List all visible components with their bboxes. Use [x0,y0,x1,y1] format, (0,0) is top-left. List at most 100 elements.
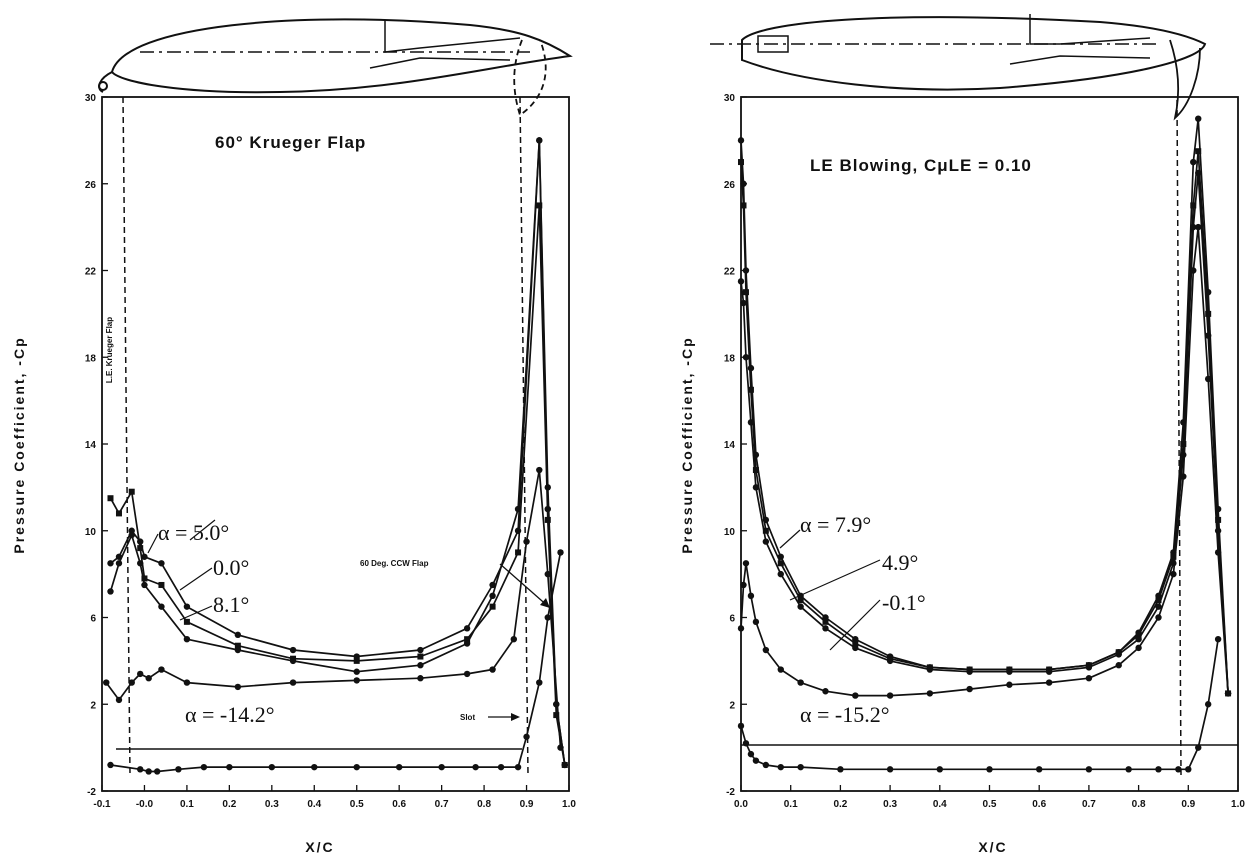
right-series-2-point [797,597,804,604]
right-series-5-point [1195,744,1202,751]
right-series-3-point [1214,527,1222,534]
right-series-4-point [1085,675,1093,682]
left-series-line-1 [109,139,566,766]
left-series-1-point [141,553,148,560]
left-x-tick-label: 0.4 [307,799,321,810]
left-series-group [103,137,568,775]
right-series-4-point [762,646,770,654]
left-series-4-point [128,679,135,686]
left-series-label-2: 0.0° [213,555,249,580]
right-series-line-3 [740,172,1229,694]
right-series-5-point [1085,766,1093,773]
right-series-4-point [1045,679,1053,686]
right-series-5-point [1036,766,1043,773]
left-y-tick-label: 6 [90,614,96,625]
right-series-5-point [1155,766,1162,773]
right-y-tick-label: 6 [729,614,735,625]
right-series-2-point [1195,148,1202,155]
left-series-4-point [523,538,530,545]
left-series-5-point [145,768,152,775]
left-x-tick-label: 1.0 [562,799,576,810]
left-series-3-point [514,505,522,513]
left-series-5-point [395,763,403,771]
left-annotation-ccw-arrowhead [540,598,550,608]
left-series-2-point [536,202,543,209]
left-series-4-point [115,696,123,704]
right-series-4-point [926,690,934,697]
left-series-2-point [515,549,522,556]
left-series-label-4: α = -14.2° [185,702,275,727]
left-series-5-point [523,733,530,740]
left-y-tick-label: 26 [85,180,97,191]
left-series-2-point [137,545,144,552]
right-series-3-point [747,419,755,426]
right-series-4-point [852,692,859,699]
right-series-line-4 [740,226,1229,697]
right-series-4-point [740,581,747,589]
left-series-3-point [141,581,148,589]
right-series-3-point [797,603,804,610]
right-series-3-point [966,668,973,675]
right-series-4-point [797,679,804,686]
right-x-tick-label: 0.9 [1181,799,1195,810]
left-series-3-point [553,701,560,708]
right-series-4-point [737,625,745,632]
right-series-3-point [737,278,745,285]
right-series-5-point [1175,766,1182,773]
right-series-4-point [752,618,760,626]
right-series-1-point [1190,158,1197,166]
left-annotation-ccw-flap: 60 Deg. CCW Flap [360,559,429,568]
right-series-2-point [777,560,784,567]
right-series-5-point [742,740,750,747]
left-series-line-2 [109,204,566,766]
right-series-3-point [886,657,894,665]
left-series-2-point [183,618,190,625]
right-series-4-point [1190,267,1197,274]
right-series-2-point [740,202,747,209]
right-series-5-point [1125,766,1132,773]
right-series-4-point [747,592,755,600]
left-series-2-point [353,657,360,664]
left-series-1-point [183,603,191,610]
left-series-2-point [128,488,135,495]
left-series-4-point [510,635,518,643]
left-airfoil-sketch [98,18,573,117]
right-series-2-point [1135,631,1142,638]
left-series-1-point [107,560,114,567]
left-series-1-point [489,581,496,589]
right-x-tick-label: 0.2 [833,799,847,810]
right-series-3-point [822,625,829,632]
left-x-tick-label: 0.9 [520,799,534,810]
left-y-tick-label: 22 [85,267,97,278]
left-series-2-point [489,603,496,610]
right-series-3-point [1006,668,1013,675]
right-series-4-point [1170,570,1177,578]
left-series-2-point [107,495,114,502]
right-series-2-point [1155,597,1162,604]
left-series-2-point [115,510,122,517]
left-series-2-point [158,581,165,588]
left-series-5-point [544,614,551,621]
left-series-5-point [514,763,522,771]
right-series-1-point [747,364,755,372]
right-series-group [737,115,1232,773]
left-x-tick-label: 0.1 [180,799,194,810]
left-plot-frame [101,96,570,792]
right-series-4-point [1214,549,1222,556]
left-series-2-point [464,636,471,643]
right-series-label-4: α = -15.2° [800,702,890,727]
left-series-2-point [234,642,241,649]
right-series-2-point [1205,310,1212,317]
right-series-5-point [936,766,943,773]
left-series-label-1: α = 5.0° [158,520,229,545]
right-y-axis-label: Pressure Coefficient, -Cp [679,336,695,553]
left-series-4-point [103,679,110,686]
left-series-3-point [128,531,135,539]
right-series-5-point [1204,701,1212,708]
right-x-axis-label: X/C [978,839,1007,855]
right-series-3-point [1135,635,1142,643]
left-series-5-point [175,766,182,773]
left-series-3-point [289,657,297,665]
